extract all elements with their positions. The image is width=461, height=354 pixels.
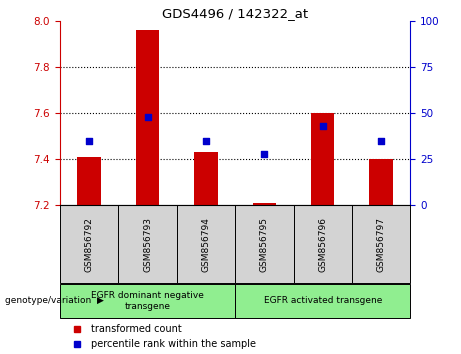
Bar [194,153,218,205]
Bar [235,205,294,283]
Text: GSM856797: GSM856797 [377,217,385,272]
Bar [311,113,334,205]
Bar [60,205,118,283]
Bar [253,203,276,205]
Bar [118,205,177,283]
Bar [369,159,393,205]
Point [85,138,93,144]
Text: GSM856793: GSM856793 [143,217,152,272]
Bar [77,157,101,205]
Text: transformed count: transformed count [91,324,182,333]
Point [144,114,151,120]
Bar [60,284,235,318]
Text: EGFR activated transgene: EGFR activated transgene [264,296,382,306]
Text: GSM856792: GSM856792 [85,217,94,272]
Text: EGFR dominant negative
transgene: EGFR dominant negative transgene [91,291,204,310]
Text: GSM856795: GSM856795 [260,217,269,272]
Point [202,138,210,144]
Point [378,138,385,144]
Bar [177,205,235,283]
Bar [352,205,410,283]
Text: percentile rank within the sample: percentile rank within the sample [91,339,256,349]
Text: GSM856794: GSM856794 [201,217,210,272]
Bar [136,30,159,205]
Bar [235,284,410,318]
Point [319,123,326,129]
Point [260,151,268,156]
Bar [294,205,352,283]
Title: GDS4496 / 142322_at: GDS4496 / 142322_at [162,7,308,20]
Text: GSM856796: GSM856796 [318,217,327,272]
Text: genotype/variation  ▶: genotype/variation ▶ [5,296,103,306]
